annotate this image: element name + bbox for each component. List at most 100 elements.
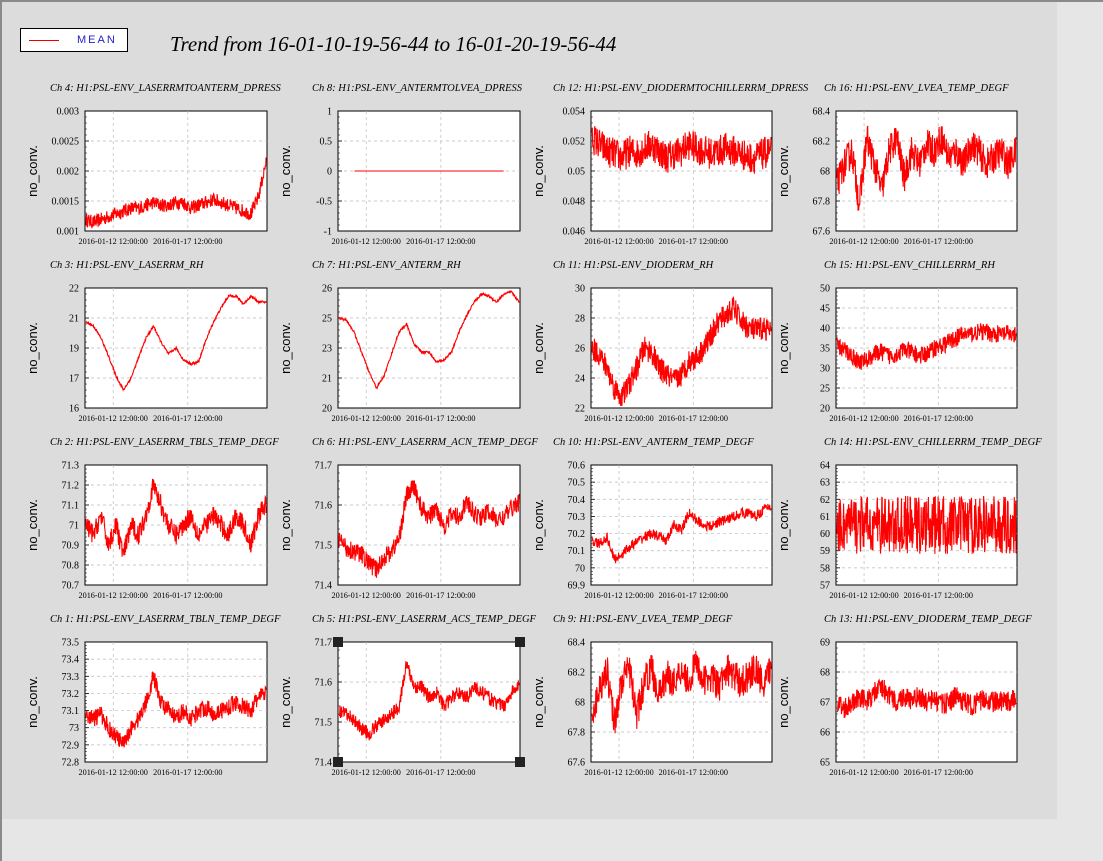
x-tick-label: 2016-01-12 12:00:00 bbox=[584, 768, 653, 777]
window-frame-top bbox=[0, 0, 1103, 2]
y-tick-label: 71.3 bbox=[62, 461, 80, 472]
y-tick-label: 21 bbox=[69, 314, 79, 325]
chart-title: Ch 8: H1:PSL-ENV_ANTERMTOLVEA_DPRESS bbox=[312, 83, 523, 94]
chart-panel-5: Ch 3: H1:PSL-ENV_LASERRM_RH2221191716201… bbox=[25, 260, 268, 423]
y-tick-label: 35 bbox=[820, 344, 830, 355]
x-tick-label: 2016-01-17 12:00:00 bbox=[153, 414, 222, 423]
y-tick-label: 65 bbox=[820, 758, 830, 769]
y-tick-label: 0.0025 bbox=[52, 137, 80, 148]
series-line-mean bbox=[338, 289, 520, 390]
y-tick-label: 71.6 bbox=[315, 678, 333, 689]
y-tick-label: 19 bbox=[69, 344, 79, 355]
series-line-mean bbox=[836, 678, 1017, 719]
y-axis-label: no_conv. bbox=[278, 499, 293, 551]
y-axis-label: no_conv. bbox=[278, 145, 293, 197]
y-axis-label: no_conv. bbox=[531, 499, 546, 551]
y-tick-label: 66 bbox=[820, 728, 830, 739]
y-axis-label: no_conv. bbox=[776, 676, 791, 728]
y-tick-label: 70 bbox=[575, 563, 585, 574]
chart-title: Ch 5: H1:PSL-ENV_LASERRM_ACS_TEMP_DEGF bbox=[312, 614, 537, 625]
y-tick-label: 73.2 bbox=[62, 689, 80, 700]
y-axis-label: no_conv. bbox=[776, 499, 791, 551]
window-frame-left bbox=[0, 0, 2, 861]
resize-handle[interactable] bbox=[515, 637, 525, 647]
y-tick-label: 0.003 bbox=[57, 107, 80, 118]
x-tick-label: 2016-01-17 12:00:00 bbox=[406, 237, 475, 246]
y-tick-label: 63 bbox=[820, 478, 830, 489]
y-tick-label: 70.4 bbox=[568, 495, 586, 506]
y-axis-label: no_conv. bbox=[776, 145, 791, 197]
y-tick-label: 70.1 bbox=[568, 546, 586, 557]
y-tick-label: 50 bbox=[820, 284, 830, 295]
y-tick-label: 0 bbox=[327, 167, 332, 178]
chart-panel-1: Ch 4: H1:PSL-ENV_LASERRMTOANTERM_DPRESS 0… bbox=[25, 83, 282, 246]
y-tick-label: 0.052 bbox=[563, 137, 586, 148]
y-tick-label: 30 bbox=[575, 284, 585, 295]
y-tick-label: 71.2 bbox=[62, 481, 80, 492]
y-tick-label: 45 bbox=[820, 304, 830, 315]
y-tick-label: 71.4 bbox=[315, 581, 333, 592]
y-tick-label: 22 bbox=[575, 404, 585, 415]
y-tick-label: 68.2 bbox=[568, 668, 586, 679]
chart-panel-4: Ch 16: H1:PSL-ENV_LVEA_TEMP_DEGF 68.4 68.2… bbox=[776, 83, 1018, 246]
y-tick-label: 71.7 bbox=[315, 638, 333, 649]
x-tick-label: 2016-01-17 12:00:00 bbox=[904, 591, 973, 600]
y-tick-label: 1 bbox=[327, 107, 332, 118]
x-tick-label: 2016-01-12 12:00:00 bbox=[332, 414, 401, 423]
y-tick-label: 20 bbox=[322, 404, 332, 415]
y-tick-label: 67 bbox=[820, 698, 830, 709]
resize-handle[interactable] bbox=[333, 637, 343, 647]
y-tick-label: 64 bbox=[820, 461, 830, 472]
y-tick-label: 62 bbox=[820, 495, 830, 506]
y-tick-label: 0.001 bbox=[57, 227, 80, 238]
y-tick-label: 73.5 bbox=[62, 638, 80, 649]
y-axis-label: no_conv. bbox=[531, 676, 546, 728]
resize-handle[interactable] bbox=[515, 757, 525, 767]
x-tick-label: 2016-01-12 12:00:00 bbox=[584, 414, 653, 423]
y-tick-label: 26 bbox=[575, 344, 585, 355]
y-tick-label: 72.9 bbox=[62, 740, 80, 751]
x-tick-label: 2016-01-17 12:00:00 bbox=[406, 591, 475, 600]
y-tick-label: 71.7 bbox=[315, 461, 333, 472]
x-tick-label: 2016-01-12 12:00:00 bbox=[79, 237, 148, 246]
series-line-mean bbox=[85, 478, 267, 557]
y-tick-label: 0.05 bbox=[568, 167, 586, 178]
x-tick-label: 2016-01-17 12:00:00 bbox=[904, 414, 973, 423]
chart-title: Ch 1: H1:PSL-ENV_LASERRM_TBLN_TEMP_DEGF bbox=[50, 614, 281, 625]
resize-handle[interactable] bbox=[333, 757, 343, 767]
chart-panel-15: Ch 9: H1:PSL-ENV_LVEA_TEMP_DEGF 68.4 68.2 6… bbox=[531, 614, 773, 777]
y-axis-label: no_conv. bbox=[278, 322, 293, 374]
y-tick-label: 73.1 bbox=[62, 706, 80, 717]
y-tick-label: 71.1 bbox=[62, 501, 80, 512]
chart-panel-6: Ch 7: H1:PSL-ENV_ANTERM_RH26252321202016… bbox=[278, 260, 521, 423]
y-tick-label: -1 bbox=[324, 227, 332, 238]
y-tick-label: 73 bbox=[69, 723, 79, 734]
chart-title: Ch 6: H1:PSL-ENV_LASERRM_ACN_TEMP_DEGF bbox=[312, 437, 538, 448]
series-line-mean bbox=[836, 125, 1017, 211]
x-tick-label: 2016-01-17 12:00:00 bbox=[904, 768, 973, 777]
chart-title: Ch 9: H1:PSL-ENV_LVEA_TEMP_DEGF bbox=[553, 614, 733, 625]
y-tick-label: 73.4 bbox=[62, 655, 80, 666]
legend: MEAN bbox=[20, 28, 128, 52]
y-tick-label: 71.6 bbox=[315, 501, 333, 512]
x-tick-label: 2016-01-17 12:00:00 bbox=[406, 768, 475, 777]
y-tick-label: 70.7 bbox=[62, 581, 80, 592]
x-tick-label: 2016-01-12 12:00:00 bbox=[829, 237, 898, 246]
x-tick-label: 2016-01-12 12:00:00 bbox=[584, 591, 653, 600]
x-tick-label: 2016-01-17 12:00:00 bbox=[659, 237, 728, 246]
y-tick-label: 26 bbox=[322, 284, 332, 295]
x-tick-label: 2016-01-17 12:00:00 bbox=[659, 768, 728, 777]
x-tick-label: 2016-01-12 12:00:00 bbox=[332, 591, 401, 600]
y-tick-label: 58 bbox=[820, 563, 830, 574]
y-tick-label: 20 bbox=[820, 404, 830, 415]
y-tick-label: 57 bbox=[820, 581, 830, 592]
y-tick-label: 73.3 bbox=[62, 672, 80, 683]
plot-area bbox=[337, 464, 521, 586]
y-tick-label: 25 bbox=[322, 314, 332, 325]
x-tick-label: 2016-01-17 12:00:00 bbox=[659, 414, 728, 423]
x-tick-label: 2016-01-17 12:00:00 bbox=[904, 237, 973, 246]
x-tick-label: 2016-01-17 12:00:00 bbox=[406, 414, 475, 423]
y-axis-label: no_conv. bbox=[531, 145, 546, 197]
y-tick-label: 70.8 bbox=[62, 561, 80, 572]
